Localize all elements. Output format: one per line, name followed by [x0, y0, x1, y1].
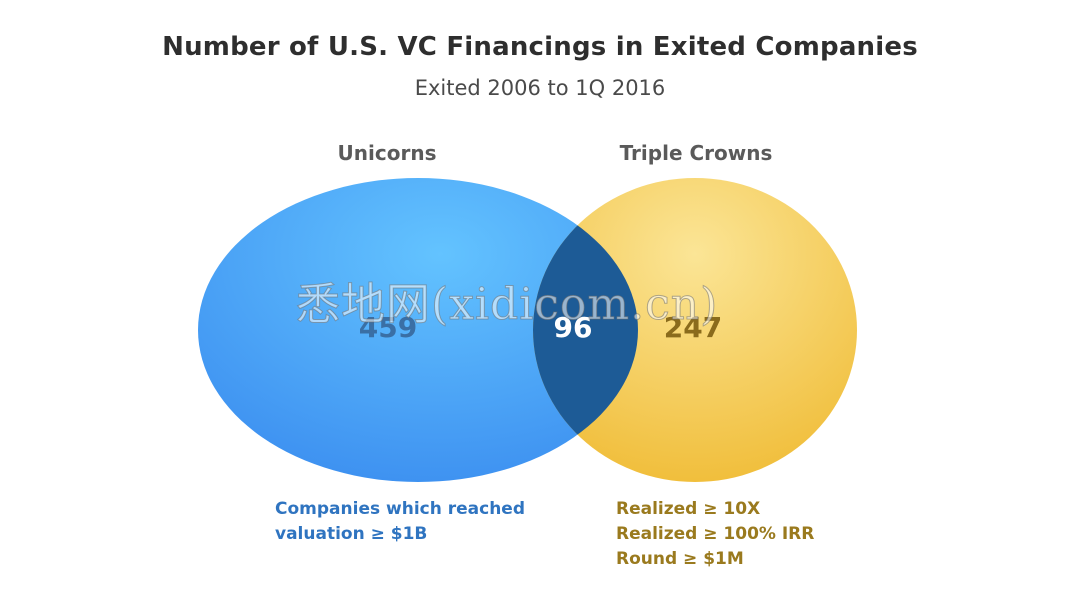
triple-crowns-description-line: Round ≥ $1M — [616, 549, 744, 569]
page-subtitle: Exited 2006 to 1Q 2016 — [414, 76, 666, 100]
triple-crowns-circle — [533, 178, 857, 482]
triple-crowns-description-line: Realized ≥ 10X — [616, 499, 761, 519]
unicorns-circle — [198, 178, 638, 482]
unicorns-count: 459 — [359, 311, 417, 344]
unicorns-label: Unicorns — [337, 141, 437, 165]
unicorns-description-line: valuation ≥ $1B — [275, 524, 428, 544]
overlap-count: 96 — [554, 311, 593, 344]
page-title: Number of U.S. VC Financings in Exited C… — [162, 32, 918, 62]
unicorns-description-line: Companies which reached — [275, 499, 526, 519]
triple-crowns-count: 247 — [664, 311, 722, 344]
triple-crowns-description-line: Realized ≥ 100% IRR — [616, 524, 815, 544]
unicorns-description: Companies which reached valuation ≥ $1B — [275, 497, 525, 547]
triple-crowns-description: Realized ≥ 10X Realized ≥ 100% IRR Round… — [616, 497, 814, 572]
triple-crowns-label: Triple Crowns — [619, 141, 773, 165]
